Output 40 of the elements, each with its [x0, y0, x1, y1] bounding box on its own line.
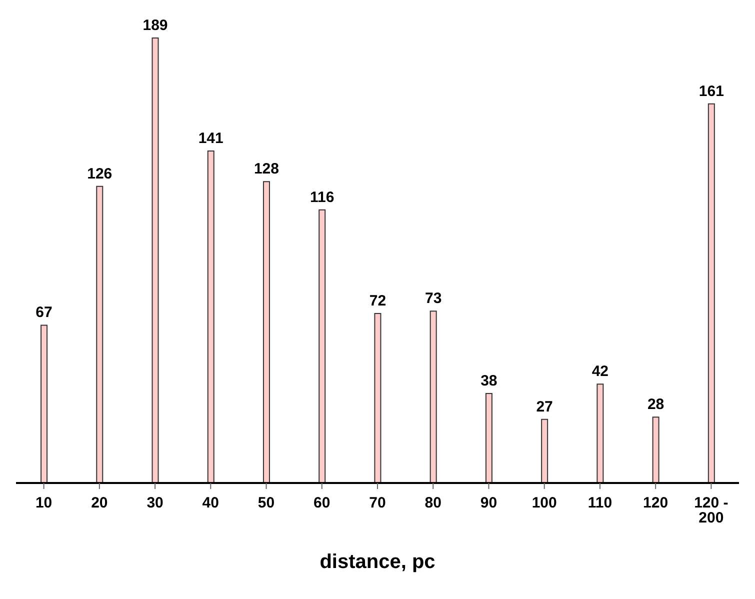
- bar: [40, 324, 48, 484]
- data-label: 28: [647, 396, 664, 414]
- x-axis-title: distance, pc: [320, 551, 436, 573]
- x-tick-label: 20: [91, 494, 108, 512]
- x-tick-label: 120 - 200: [694, 494, 728, 527]
- bar: [485, 393, 492, 484]
- bar: [152, 38, 159, 484]
- x-tick-label: 50: [258, 494, 275, 512]
- data-label: 72: [369, 292, 386, 310]
- data-label: 126: [87, 165, 112, 182]
- bar: [374, 312, 382, 484]
- bar: [596, 384, 604, 484]
- data-label: 141: [198, 130, 224, 148]
- x-tick-label: 40: [202, 494, 219, 512]
- data-label: 73: [424, 290, 442, 308]
- data-label: 67: [36, 304, 52, 322]
- x-tick-label: 80: [424, 494, 442, 512]
- x-tick-label: 120: [643, 494, 668, 512]
- bar: [541, 418, 548, 484]
- data-label: 27: [536, 398, 553, 416]
- bar: [318, 209, 326, 484]
- x-tick-label: 30: [146, 494, 164, 512]
- bar: [96, 186, 104, 484]
- bar: [708, 103, 715, 484]
- data-label: 189: [142, 17, 168, 34]
- x-tick-label: 90: [480, 494, 498, 512]
- x-tick-label: 60: [314, 494, 330, 512]
- data-label: 38: [480, 372, 498, 390]
- x-tick-label: 100: [532, 494, 557, 512]
- bar: [262, 181, 270, 484]
- x-tick-label: 110: [588, 494, 612, 512]
- x-tick-label: 10: [35, 494, 52, 512]
- x-tick-label: 70: [369, 494, 386, 512]
- bar: [652, 416, 660, 484]
- data-label: 128: [254, 160, 280, 178]
- data-label: 116: [310, 188, 334, 206]
- bar: [430, 310, 437, 484]
- data-label: 161: [698, 82, 724, 100]
- data-label: 42: [592, 363, 609, 380]
- bar: [207, 150, 214, 484]
